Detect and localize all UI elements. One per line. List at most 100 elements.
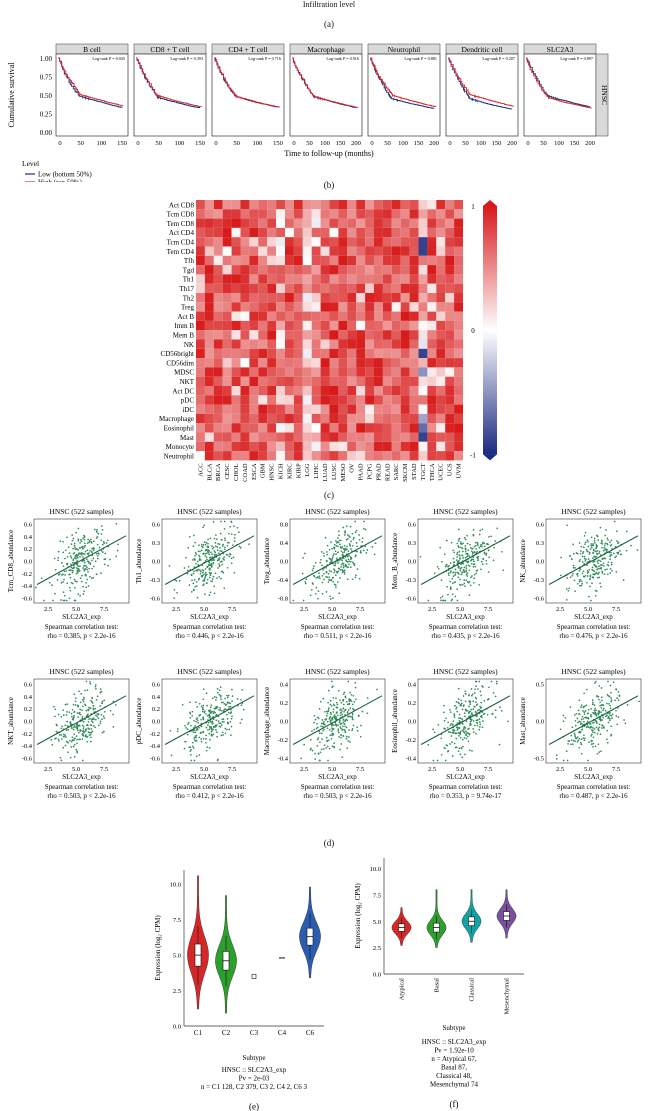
scatter-point [592, 544, 595, 547]
scatter-point [226, 713, 228, 716]
scatter-point [87, 570, 89, 573]
heatmap-cell [418, 330, 428, 340]
scatter-point [591, 701, 594, 704]
heatmap-cell [454, 227, 463, 238]
heatmap-cell [374, 274, 383, 284]
scatter-point [88, 552, 90, 554]
scatter-point [598, 685, 601, 687]
scatter-point [54, 708, 57, 711]
scatter-point [459, 569, 462, 572]
heatmap-cell [365, 358, 374, 368]
scatter-point [599, 701, 601, 704]
scatter-point [602, 716, 604, 719]
scatter-point [573, 714, 576, 716]
scatter-point [477, 688, 479, 690]
heatmap-cell [258, 293, 268, 303]
violin-ytick: 10.0 [370, 866, 381, 873]
heatmap-cell [445, 274, 455, 284]
scatter-point [457, 701, 460, 704]
scatter-xtick: 5.0 [200, 766, 208, 773]
heatmap-cell [356, 302, 366, 312]
heatmap-cell [196, 441, 205, 452]
scatter-point [611, 569, 613, 572]
scatter-point [323, 572, 325, 575]
heatmap-row-label: Th17 [179, 285, 194, 293]
scatter-point [332, 554, 335, 557]
scatter-point [499, 706, 501, 708]
scatter-point [78, 570, 81, 572]
scatter-point [572, 566, 575, 569]
scatter-point [608, 719, 611, 722]
scatter-point [348, 563, 350, 566]
scatter-point [341, 546, 344, 548]
scatter-point [456, 726, 459, 728]
scatter-ytick: 0.0 [408, 719, 416, 726]
heatmap-cell [374, 302, 383, 312]
scatter-point [349, 545, 352, 547]
heatmap-cell [267, 302, 277, 312]
heatmap-cell [418, 348, 428, 359]
scatter-point [604, 709, 607, 712]
scatter-point [319, 700, 322, 703]
scatter-point [452, 571, 455, 574]
scatter-point [598, 698, 600, 701]
scatter-point [332, 696, 335, 699]
scatter-point [320, 732, 323, 735]
scatter-point [81, 699, 84, 701]
scatter-point [90, 577, 93, 580]
heatmap-cell [391, 395, 401, 405]
heatmap-cell [222, 367, 232, 377]
scatter-point [61, 574, 63, 576]
scatter-point [461, 718, 464, 720]
scatter-ytick: 0.3 [408, 540, 416, 547]
scatter-point [474, 541, 477, 544]
scatter-point [69, 576, 72, 579]
scatter-ytick: -0.6 [22, 756, 33, 763]
heatmap-cell [418, 237, 428, 247]
scatter-point [570, 557, 573, 560]
violin-ytick: 10.0 [170, 882, 181, 889]
heatmap-cell [391, 451, 401, 461]
heatmap-cell [276, 367, 285, 377]
heatmap-cell [267, 200, 277, 210]
heatmap-cell [382, 358, 392, 368]
scatter-point [582, 737, 585, 740]
heatmap-col-label: THCA [429, 463, 436, 481]
heatmap-cell [436, 200, 446, 210]
scatter-point [344, 709, 346, 711]
violin-caption: n = Atypical 67, [431, 1055, 476, 1063]
scatter-point [192, 747, 195, 749]
heatmap-cell [231, 293, 241, 303]
scatter-point [190, 748, 192, 751]
scatter-point [189, 711, 191, 714]
scatter-point [192, 729, 194, 732]
scatter-point [169, 729, 172, 732]
scatter-point [187, 565, 190, 568]
heatmap-cell [285, 265, 294, 275]
heatmap-cell [276, 358, 285, 368]
scatter-point [336, 714, 339, 717]
heatmap-cell [293, 209, 303, 219]
scatter-point [96, 715, 99, 718]
scatter-point [168, 564, 171, 567]
scatter-point [599, 733, 602, 735]
scatter-point [230, 533, 233, 536]
scatter-point [223, 528, 226, 530]
heatmap-cell [356, 200, 366, 210]
scatter-point [84, 729, 87, 732]
scatter-point [81, 733, 84, 735]
scatter-point [202, 738, 205, 740]
heatmap-cell [445, 227, 455, 238]
scatter-point [183, 747, 186, 750]
scatter-point [328, 576, 330, 579]
scatter-point [597, 539, 600, 541]
scatter-point [576, 575, 579, 577]
scatter-ytick: -0.6 [150, 596, 161, 603]
scatter-point [569, 706, 572, 708]
scatter-point [320, 748, 323, 751]
scatter-point [312, 567, 315, 570]
scatter-point [326, 712, 329, 715]
scatter-point [463, 728, 465, 731]
scatter-point [458, 747, 461, 750]
heatmap-cell [365, 274, 374, 284]
